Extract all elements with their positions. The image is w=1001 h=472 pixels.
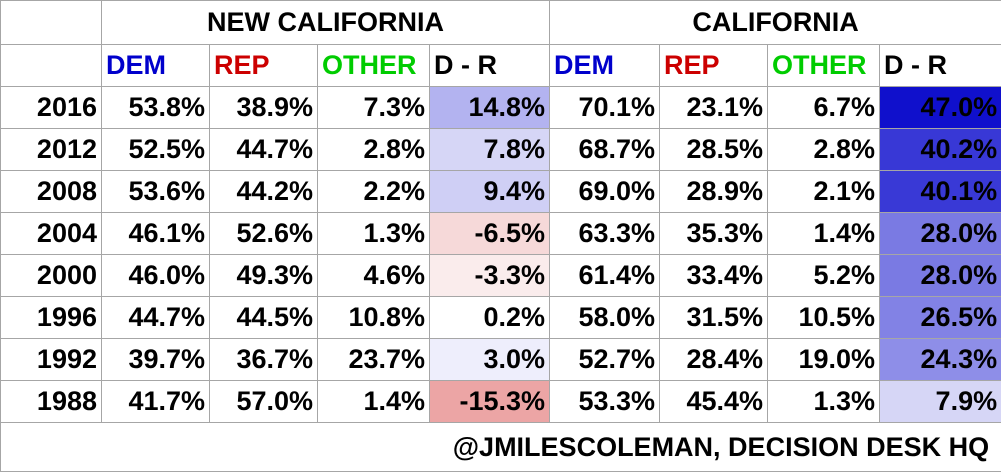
ca-rep-cell: 28.9% xyxy=(659,170,769,213)
year-cell: 1992 xyxy=(0,338,102,381)
nc-dem-header: DEM xyxy=(101,44,210,87)
ca-rep-cell: 28.4% xyxy=(659,338,769,381)
group-california: CALIFORNIA xyxy=(549,0,1001,45)
ca-rep-cell: 35.3% xyxy=(659,212,769,255)
ca-dem-header: DEM xyxy=(549,44,661,87)
ca-d-minus-r-cell: 28.0% xyxy=(879,254,1001,297)
year-cell: 2016 xyxy=(0,86,102,129)
ca-d-minus-r-cell: 28.0% xyxy=(879,212,1001,255)
ca-dem-cell: 68.7% xyxy=(549,128,661,171)
group-header-row: NEW CALIFORNIA CALIFORNIA xyxy=(0,0,1001,45)
nc-d-minus-r-cell: 14.8% xyxy=(428,86,551,129)
year-header-cell xyxy=(0,44,102,87)
nc-dem-cell: 39.7% xyxy=(101,338,210,381)
ca-dem-cell: 70.1% xyxy=(549,86,661,129)
ca-d-minus-r-cell: 40.2% xyxy=(879,128,1001,171)
ca-d-minus-r-cell: 26.5% xyxy=(879,296,1001,339)
nc-d-minus-r-cell: 9.4% xyxy=(428,170,551,213)
table-row: 1992 39.7% 36.7% 23.7% 3.0% 52.7% 28.4% 19.0% 24… xyxy=(0,338,1001,381)
year-cell: 2000 xyxy=(0,254,102,297)
ca-other-cell: 5.2% xyxy=(767,254,881,297)
year-cell: 2008 xyxy=(0,170,102,213)
table-row: 2012 52.5% 44.7% 2.8% 7.8% 68.7% 28.5% 2.8% 40.2… xyxy=(0,128,1001,171)
nc-d-minus-r-header: D - R xyxy=(428,44,551,87)
nc-other-cell: 2.8% xyxy=(317,128,430,171)
nc-dem-cell: 53.8% xyxy=(101,86,210,129)
ca-rep-cell: 28.5% xyxy=(659,128,769,171)
footer-credit: @JMILESCOLEMAN, DECISION DESK HQ xyxy=(0,422,1001,472)
table-row: 1996 44.7% 44.5% 10.8% 0.2% 58.0% 31.5% 10.5% 26… xyxy=(0,296,1001,339)
nc-dem-cell: 44.7% xyxy=(101,296,210,339)
ca-rep-cell: 33.4% xyxy=(659,254,769,297)
table-row: 2008 53.6% 44.2% 2.2% 9.4% 69.0% 28.9% 2.1% 40.1… xyxy=(0,170,1001,213)
nc-rep-cell: 36.7% xyxy=(209,338,318,381)
ca-dem-cell: 58.0% xyxy=(549,296,661,339)
nc-other-cell: 4.6% xyxy=(317,254,430,297)
nc-d-minus-r-cell: -6.5% xyxy=(428,212,551,255)
group-new-california: NEW CALIFORNIA xyxy=(100,0,551,45)
table-row: 1988 41.7% 57.0% 1.4% -15.3% 53.3% 45.4% 1.3% 7.… xyxy=(0,380,1001,423)
nc-rep-cell: 38.9% xyxy=(209,86,318,129)
ca-dem-cell: 53.3% xyxy=(549,380,661,423)
ca-d-minus-r-cell: 7.9% xyxy=(879,380,1001,423)
nc-d-minus-r-cell: 0.2% xyxy=(428,296,551,339)
nc-rep-cell: 57.0% xyxy=(209,380,318,423)
nc-rep-cell: 44.2% xyxy=(209,170,318,213)
ca-rep-cell: 45.4% xyxy=(659,380,769,423)
ca-d-minus-r-header: D - R xyxy=(879,44,1001,87)
ca-other-cell: 19.0% xyxy=(767,338,881,381)
ca-rep-header: REP xyxy=(659,44,769,87)
year-cell: 2004 xyxy=(0,212,102,255)
ca-other-cell: 1.4% xyxy=(767,212,881,255)
ca-d-minus-r-cell: 24.3% xyxy=(879,338,1001,381)
table-row: 2016 53.8% 38.9% 7.3% 14.8% 70.1% 23.1% 6.7% 47.… xyxy=(0,86,1001,129)
ca-other-cell: 6.7% xyxy=(767,86,881,129)
ca-dem-cell: 61.4% xyxy=(549,254,661,297)
column-header-row: DEM REP OTHER D - R DEM REP OTHER D - R xyxy=(0,44,1001,87)
ca-other-header: OTHER xyxy=(767,44,881,87)
year-cell: 1988 xyxy=(0,380,102,423)
ca-rep-cell: 23.1% xyxy=(659,86,769,129)
ca-rep-cell: 31.5% xyxy=(659,296,769,339)
nc-other-cell: 1.4% xyxy=(317,380,430,423)
ca-dem-cell: 63.3% xyxy=(549,212,661,255)
nc-rep-cell: 49.3% xyxy=(209,254,318,297)
footer-row: @JMILESCOLEMAN, DECISION DESK HQ xyxy=(0,422,1001,472)
ca-other-cell: 1.3% xyxy=(767,380,881,423)
nc-d-minus-r-cell: -3.3% xyxy=(428,254,551,297)
ca-other-cell: 2.1% xyxy=(767,170,881,213)
nc-rep-header: REP xyxy=(209,44,318,87)
corner-cell xyxy=(0,0,102,45)
nc-d-minus-r-cell: -15.3% xyxy=(428,380,551,423)
nc-rep-cell: 52.6% xyxy=(209,212,318,255)
nc-dem-cell: 46.1% xyxy=(101,212,210,255)
ca-d-minus-r-cell: 47.0% xyxy=(879,86,1001,129)
ca-d-minus-r-cell: 40.1% xyxy=(879,170,1001,213)
nc-d-minus-r-cell: 7.8% xyxy=(428,128,551,171)
nc-dem-cell: 52.5% xyxy=(101,128,210,171)
year-cell: 2012 xyxy=(0,128,102,171)
nc-d-minus-r-cell: 3.0% xyxy=(428,338,551,381)
ca-other-cell: 10.5% xyxy=(767,296,881,339)
year-cell: 1996 xyxy=(0,296,102,339)
nc-dem-cell: 46.0% xyxy=(101,254,210,297)
ca-dem-cell: 69.0% xyxy=(549,170,661,213)
table-row: 2004 46.1% 52.6% 1.3% -6.5% 63.3% 35.3% 1.4% 28.… xyxy=(0,212,1001,255)
nc-other-cell: 23.7% xyxy=(317,338,430,381)
nc-dem-cell: 41.7% xyxy=(101,380,210,423)
ca-dem-cell: 52.7% xyxy=(549,338,661,381)
nc-rep-cell: 44.7% xyxy=(209,128,318,171)
nc-other-cell: 2.2% xyxy=(317,170,430,213)
ca-other-cell: 2.8% xyxy=(767,128,881,171)
nc-other-cell: 10.8% xyxy=(317,296,430,339)
nc-other-header: OTHER xyxy=(317,44,430,87)
nc-rep-cell: 44.5% xyxy=(209,296,318,339)
nc-dem-cell: 53.6% xyxy=(101,170,210,213)
table-row: 2000 46.0% 49.3% 4.6% -3.3% 61.4% 33.4% 5.2% 28.… xyxy=(0,254,1001,297)
nc-other-cell: 7.3% xyxy=(317,86,430,129)
nc-other-cell: 1.3% xyxy=(317,212,430,255)
